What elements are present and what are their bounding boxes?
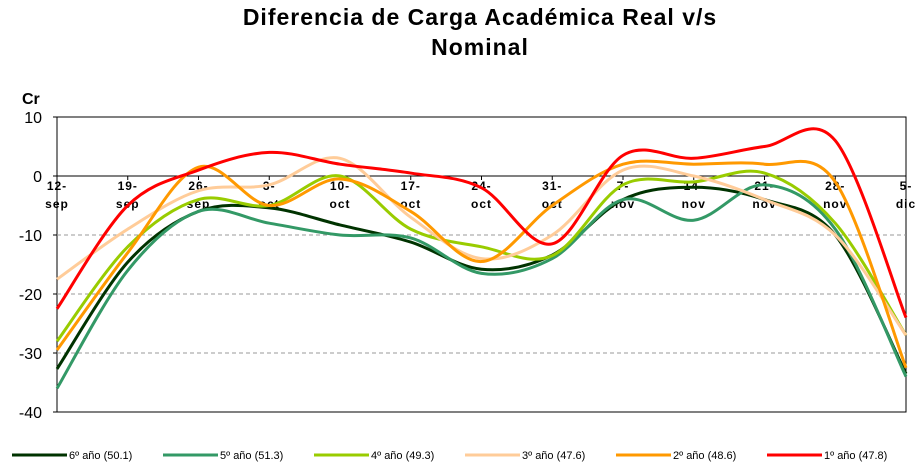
x-tick-label: 31-oct [542,179,563,211]
y-axis-label: Cr [22,91,40,108]
series-line [55,183,908,390]
x-tick-label: 5-dic [896,179,916,211]
x-tick-label: 14-nov [682,179,706,211]
y-tick-label: -10 [19,228,42,245]
y-tick-label: 0 [33,169,42,186]
series-line [55,127,908,319]
legend-label: 6º año (50.1) [69,450,132,462]
legend-label: 2º año (48.6) [673,450,736,462]
chart-title: Diferencia de Carga Académica Real v/s N… [242,4,718,60]
series-line [55,185,908,375]
legend-label: 3º año (47.6) [522,450,585,462]
y-tick-label: 10 [24,110,42,127]
y-tick-label: -40 [19,405,42,422]
legend-label: 5º año (51.3) [220,450,283,462]
x-tick-label: 12-sep [45,179,69,211]
y-tick-label: -30 [19,346,42,363]
y-tick-label: -20 [19,287,42,304]
legend-label: 4º año (49.3) [371,450,434,462]
series-line [56,156,908,337]
series-line [55,159,908,369]
x-tick-label: 10-oct [330,179,351,211]
series-line [55,169,908,343]
plot-area [56,116,907,413]
legend-label: 1º año (47.8) [824,450,887,462]
